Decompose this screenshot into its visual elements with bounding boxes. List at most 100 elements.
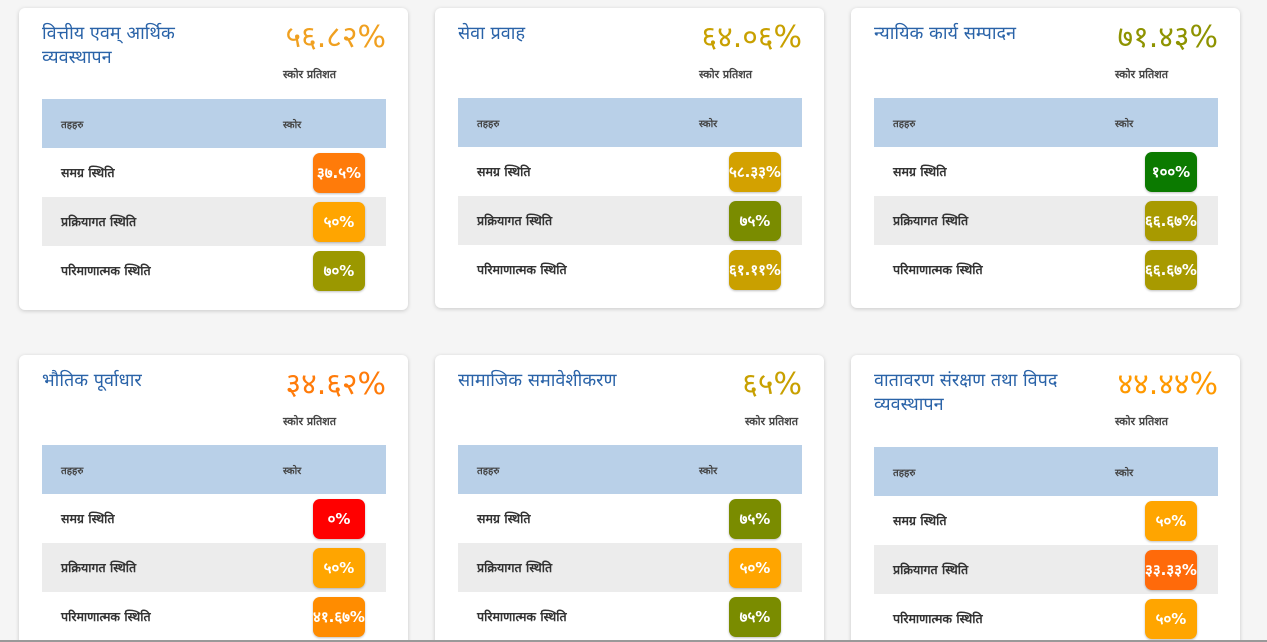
card-percentage: ५६.८२% <box>285 20 386 55</box>
score-table: तहहरु स्कोर समग्र स्थिति ५०% प्रक्रियागत… <box>874 447 1218 642</box>
table-header: तहहरु स्कोर <box>458 445 802 494</box>
card-title: भौतिक पूर्वाधार <box>42 370 142 391</box>
row-label: प्रक्रियागत स्थिति <box>477 213 553 228</box>
table-row: प्रक्रियागत स्थिति ६६.६७% <box>874 196 1218 245</box>
header-score: स्कोर <box>699 118 718 130</box>
card-subtitle: स्कोर प्रतिशत <box>699 68 753 81</box>
row-label: परिमाणात्मक स्थिति <box>893 262 983 277</box>
card-subtitle: स्कोर प्रतिशत <box>283 68 337 81</box>
score-table: तहहरु स्कोर समग्र स्थिति ३७.५% प्रक्रिया… <box>42 99 386 295</box>
row-label: प्रक्रियागत स्थिति <box>61 214 137 229</box>
table-header: तहहरु स्कोर <box>42 445 386 494</box>
card-title: न्यायिक कार्य सम्पादन <box>874 23 1017 44</box>
row-label: परिमाणात्मक स्थिति <box>61 263 151 278</box>
row-label: समग्र स्थिति <box>477 511 531 526</box>
score-card: भौतिक पूर्वाधार ३४.६२% स्कोर प्रतिशत तहह… <box>19 355 408 642</box>
header-levels: तहहरु <box>477 118 500 130</box>
card-subtitle: स्कोर प्रतिशत <box>1115 68 1169 81</box>
header-score: स्कोर <box>699 465 718 477</box>
score-badge: १००% <box>1145 151 1197 192</box>
card-percentage: ७१.४३% <box>1117 20 1218 55</box>
row-label: परिमाणात्मक स्थिति <box>61 609 151 624</box>
score-card: सेवा प्रवाह ६४.०६% स्कोर प्रतिशत तहहरु स… <box>435 8 824 308</box>
table-header: तहहरु स्कोर <box>42 99 386 148</box>
row-label: प्रक्रियागत स्थिति <box>893 562 969 577</box>
table-row: प्रक्रियागत स्थिति ५०% <box>42 543 386 592</box>
table-row: परिमाणात्मक स्थिति ५०% <box>874 594 1218 642</box>
card-title: वित्तीय एवम् आर्थिक व्यवस्थापन <box>42 23 175 68</box>
score-table: तहहरु स्कोर समग्र स्थिति ०% प्रक्रियागत … <box>42 445 386 641</box>
score-badge: ४१.६७% <box>313 596 365 637</box>
card-percentage: ३४.६२% <box>285 367 386 402</box>
card-percentage: ६५% <box>742 367 802 402</box>
score-card: वातावरण संरक्षण तथा विपद व्यवस्थापन ४४.४… <box>851 355 1240 642</box>
score-table: तहहरु स्कोर समग्र स्थिति ७५% प्रक्रियागत… <box>458 445 802 641</box>
header-levels: तहहरु <box>61 465 84 477</box>
score-badge: ७०% <box>313 250 365 291</box>
row-label: प्रक्रियागत स्थिति <box>477 560 553 575</box>
card-subtitle: स्कोर प्रतिशत <box>745 415 799 428</box>
score-badge: ६६.६७% <box>1145 200 1197 241</box>
score-badge: ३७.५% <box>313 152 365 193</box>
card-title: वातावरण संरक्षण तथा विपद व्यवस्थापन <box>874 370 1058 415</box>
table-row: प्रक्रियागत स्थिति ५०% <box>42 197 386 246</box>
card-percentage: ६४.०६% <box>701 20 802 55</box>
row-label: परिमाणात्मक स्थिति <box>477 609 567 624</box>
score-badge: ३३.३३% <box>1145 549 1197 590</box>
header-levels: तहहरु <box>61 119 84 131</box>
card-title: सेवा प्रवाह <box>458 23 526 44</box>
score-badge: ५०% <box>729 547 781 588</box>
score-card: वित्तीय एवम् आर्थिक व्यवस्थापन ५६.८२% स्… <box>19 8 408 310</box>
score-table: तहहरु स्कोर समग्र स्थिति १००% प्रक्रियाग… <box>874 98 1218 294</box>
table-row: समग्र स्थिति ५८.३३% <box>458 147 802 196</box>
table-row: परिमाणात्मक स्थिति ६१.११% <box>458 245 802 294</box>
score-badge: ५८.३३% <box>729 151 781 192</box>
row-label: परिमाणात्मक स्थिति <box>477 262 567 277</box>
table-row: परिमाणात्मक स्थिति ६६.६७% <box>874 245 1218 294</box>
table-row: परिमाणात्मक स्थिति ७५% <box>458 592 802 641</box>
table-row: समग्र स्थिति १००% <box>874 147 1218 196</box>
row-label: परिमाणात्मक स्थिति <box>893 611 983 626</box>
row-label: समग्र स्थिति <box>477 164 531 179</box>
table-row: समग्र स्थिति ३७.५% <box>42 148 386 197</box>
score-badge: ७५% <box>729 498 781 539</box>
table-row: प्रक्रियागत स्थिति ३३.३३% <box>874 545 1218 594</box>
score-badge: ०% <box>313 498 365 539</box>
header-score: स्कोर <box>1115 467 1134 479</box>
table-row: समग्र स्थिति ५०% <box>874 496 1218 545</box>
row-label: समग्र स्थिति <box>61 511 115 526</box>
table-row: समग्र स्थिति ७५% <box>458 494 802 543</box>
row-label: प्रक्रियागत स्थिति <box>893 213 969 228</box>
table-row: प्रक्रियागत स्थिति ७५% <box>458 196 802 245</box>
card-subtitle: स्कोर प्रतिशत <box>1115 415 1169 428</box>
header-score: स्कोर <box>283 119 302 131</box>
row-label: समग्र स्थिति <box>893 513 947 528</box>
row-label: समग्र स्थिति <box>893 164 947 179</box>
score-badge: ५०% <box>1145 500 1197 541</box>
score-badge: ७५% <box>729 200 781 241</box>
score-card: न्यायिक कार्य सम्पादन ७१.४३% स्कोर प्रति… <box>851 8 1240 308</box>
row-label: समग्र स्थिति <box>61 165 115 180</box>
score-table: तहहरु स्कोर समग्र स्थिति ५८.३३% प्रक्रिय… <box>458 98 802 294</box>
card-percentage: ४४.४४% <box>1117 367 1218 402</box>
table-row: परिमाणात्मक स्थिति ४१.६७% <box>42 592 386 641</box>
header-levels: तहहरु <box>477 465 500 477</box>
score-badge: ६१.११% <box>729 249 781 290</box>
header-levels: तहहरु <box>893 467 916 479</box>
row-label: प्रक्रियागत स्थिति <box>61 560 137 575</box>
score-badge: ६६.६७% <box>1145 249 1197 290</box>
table-row: परिमाणात्मक स्थिति ७०% <box>42 246 386 295</box>
score-card: सामाजिक समावेशीकरण ६५% स्कोर प्रतिशत तहह… <box>435 355 824 642</box>
table-header: तहहरु स्कोर <box>874 98 1218 147</box>
score-badge: ५०% <box>313 201 365 242</box>
header-levels: तहहरु <box>893 118 916 130</box>
table-row: समग्र स्थिति ०% <box>42 494 386 543</box>
score-badge: ७५% <box>729 596 781 637</box>
header-score: स्कोर <box>1115 118 1134 130</box>
table-row: प्रक्रियागत स्थिति ५०% <box>458 543 802 592</box>
card-subtitle: स्कोर प्रतिशत <box>283 415 337 428</box>
table-header: तहहरु स्कोर <box>458 98 802 147</box>
table-header: तहहरु स्कोर <box>874 447 1218 496</box>
score-badge: ५०% <box>313 547 365 588</box>
